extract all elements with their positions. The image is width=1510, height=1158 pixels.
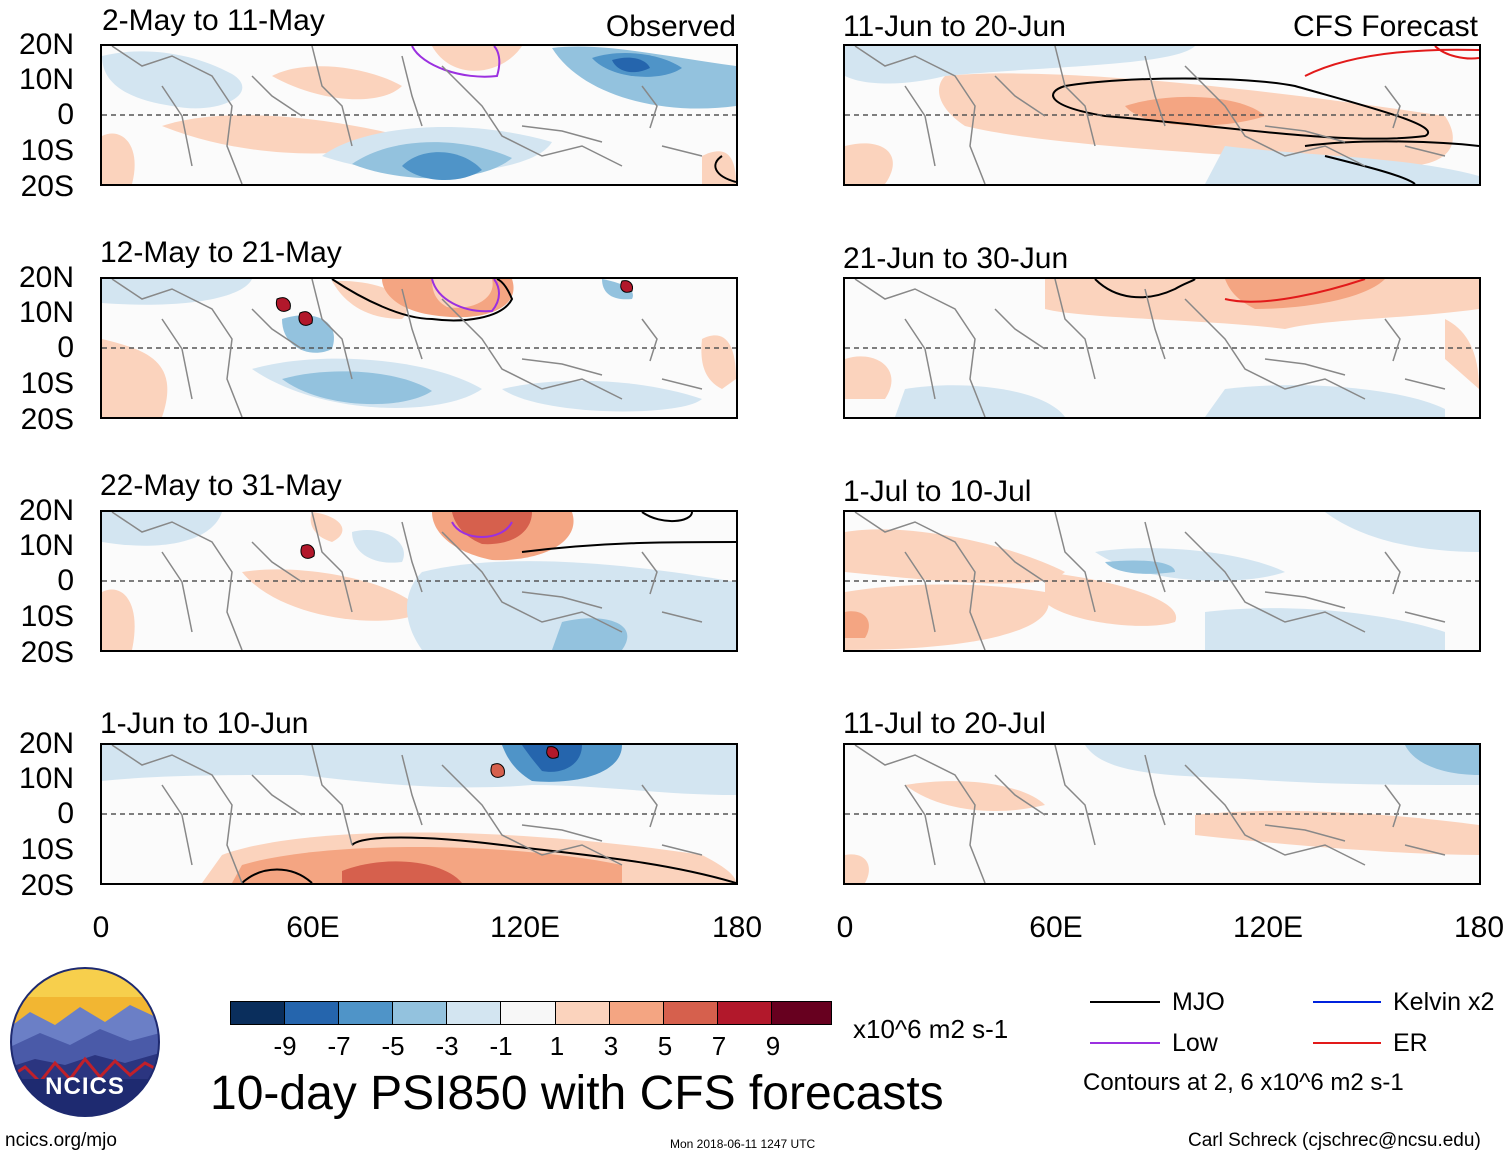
panel-title-6: 1-Jul to 10-Jul — [843, 475, 1032, 508]
panel-label-forecast: CFS Forecast — [1292, 10, 1478, 43]
colorbar-tick: -5 — [381, 1031, 405, 1061]
colorbar-swatch — [392, 1001, 447, 1025]
footer-credit: Carl Schreck (cjschrec@ncsu.edu) — [1188, 1130, 1481, 1151]
map-panel-7 — [100, 743, 738, 885]
colorbar-tick: -3 — [435, 1031, 459, 1061]
map-panel-2 — [843, 44, 1481, 186]
panel-title-4: 21-Jun to 30-Jun — [843, 242, 1069, 275]
panel-title-8: 11-Jul to 20-Jul — [843, 707, 1046, 740]
legend-label-er: ER — [1393, 1029, 1428, 1057]
map-panel-4 — [843, 277, 1481, 419]
lat-label-10s: 10S — [20, 367, 74, 400]
logo-text: NCICS — [45, 1073, 125, 1100]
map-panel-5 — [100, 510, 738, 652]
lon-label-60e-right: 60E — [1029, 911, 1083, 944]
ncics-logo: NCICS — [10, 967, 160, 1117]
legend-label-mjo: MJO — [1172, 988, 1225, 1016]
lat-label-0: 0 — [57, 331, 74, 364]
lat-label-20s: 20S — [20, 170, 74, 203]
lon-label-120e-left: 120E — [489, 911, 561, 944]
lon-label-180-left: 180 — [711, 911, 763, 944]
contours-note: Contours at 2, 6 x10^6 m2 s-1 — [1083, 1069, 1404, 1096]
lat-label-0: 0 — [57, 564, 74, 597]
colorbar-units: x10^6 m2 s-1 — [853, 1014, 1009, 1044]
lat-label-10n: 10N — [18, 296, 74, 329]
colorbar-tick: -7 — [327, 1031, 351, 1061]
map-panel-8 — [843, 743, 1481, 885]
colorbar-swatch — [717, 1001, 772, 1025]
lat-label-20n: 20N — [18, 261, 74, 294]
legend-line-low — [1090, 1042, 1160, 1044]
panel-title-1: 2-May to 11-May — [102, 4, 325, 37]
panel-title-5: 22-May to 31-May — [100, 469, 342, 502]
lon-label-0-right: 0 — [836, 911, 854, 944]
lat-label-20s: 20S — [20, 636, 74, 669]
footer-timestamp: Mon 2018-06-11 1247 UTC — [670, 1137, 816, 1151]
lon-label-60e-left: 60E — [286, 911, 340, 944]
lat-label-10n: 10N — [18, 762, 74, 795]
panel-label-observed: Observed — [605, 10, 736, 43]
colorbar-tick: 3 — [603, 1031, 619, 1061]
colorbar-tick: 1 — [549, 1031, 565, 1061]
main-title: 10-day PSI850 with CFS forecasts — [210, 1067, 944, 1120]
legend-line-er — [1313, 1042, 1381, 1044]
legend-line-kelvin — [1313, 1001, 1381, 1003]
lon-label-120e-right: 120E — [1232, 911, 1304, 944]
panel-title-2: 11-Jun to 20-Jun — [843, 10, 1066, 43]
legend-label-kelvin: Kelvin x2 — [1393, 988, 1495, 1016]
colorbar-swatch — [284, 1001, 339, 1025]
lat-label-10n: 10N — [18, 63, 74, 96]
colorbar-swatch — [338, 1001, 393, 1025]
map-panel-3 — [100, 277, 738, 419]
legend-label-low: Low — [1172, 1029, 1218, 1057]
panel-title-7: 1-Jun to 10-Jun — [100, 707, 309, 740]
lat-label-20n: 20N — [18, 727, 74, 760]
colorbar-swatch — [609, 1001, 664, 1025]
panel-title-3: 12-May to 21-May — [100, 236, 342, 269]
colorbar-tick: 9 — [765, 1031, 781, 1061]
lat-label-10n: 10N — [18, 529, 74, 562]
colorbar-swatch — [446, 1001, 501, 1025]
lat-label-0: 0 — [57, 98, 74, 131]
footer-url[interactable]: ncics.org/mjo — [5, 1130, 117, 1151]
legend-line-mjo — [1090, 1001, 1160, 1003]
lat-label-20n: 20N — [18, 28, 74, 61]
colorbar-swatch — [500, 1001, 556, 1025]
colorbar-swatch — [771, 1001, 832, 1025]
lon-label-180-right: 180 — [1453, 911, 1505, 944]
lat-label-20n: 20N — [18, 494, 74, 527]
lat-label-10s: 10S — [20, 600, 74, 633]
colorbar-tick: -9 — [273, 1031, 297, 1061]
colorbar-tick: -1 — [489, 1031, 513, 1061]
map-panel-1 — [100, 44, 738, 186]
colorbar-swatch — [663, 1001, 718, 1025]
map-panel-6 — [843, 510, 1481, 652]
colorbar-tick: 7 — [711, 1031, 727, 1061]
lat-label-0: 0 — [57, 797, 74, 830]
colorbar-swatch — [555, 1001, 610, 1025]
lon-label-0-left: 0 — [92, 911, 110, 944]
colorbar-swatch — [230, 1001, 285, 1025]
colorbar-tick: 5 — [657, 1031, 673, 1061]
lat-label-20s: 20S — [20, 869, 74, 902]
lat-label-10s: 10S — [20, 833, 74, 866]
lat-label-20s: 20S — [20, 403, 74, 436]
lat-label-10s: 10S — [20, 134, 74, 167]
